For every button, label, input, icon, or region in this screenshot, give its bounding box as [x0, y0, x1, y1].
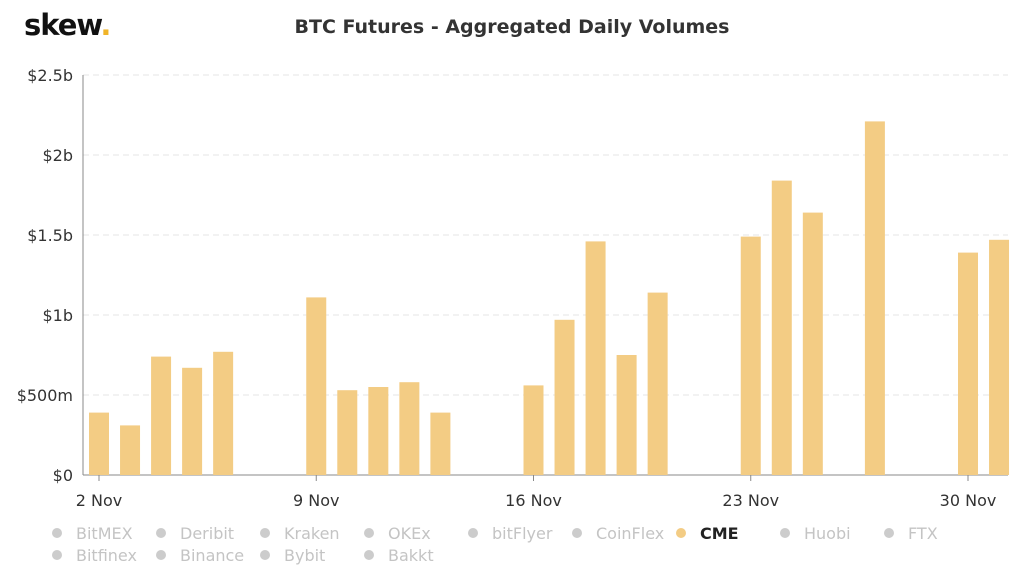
- legend-dot-icon: [364, 528, 374, 538]
- legend-item-cme[interactable]: CME: [672, 524, 776, 543]
- bar-cme: [523, 385, 544, 475]
- legend-dot-icon: [780, 528, 790, 538]
- legend-dot-icon: [260, 528, 270, 538]
- bar-cme: [554, 319, 575, 475]
- legend-dot-icon: [676, 528, 686, 538]
- legend-item-bitfinex[interactable]: Bitfinex: [48, 546, 152, 565]
- legend-label: Bakkt: [388, 545, 434, 565]
- y-tick-label: $2b: [42, 146, 73, 165]
- legend-item-okex[interactable]: OKEx: [360, 524, 464, 543]
- legend-label: OKEx: [388, 523, 431, 543]
- legend-label: Kraken: [284, 523, 340, 543]
- legend-row: Bitfinex Binance Bybit Bakkt: [48, 544, 1008, 566]
- bar-cme: [120, 425, 141, 475]
- legend-item-deribit[interactable]: Deribit: [152, 524, 256, 543]
- y-tick-label: $0: [53, 466, 73, 485]
- chart-title: BTC Futures - Aggregated Daily Volumes: [294, 16, 730, 38]
- y-tick-label: $1b: [42, 306, 73, 325]
- legend-dot-icon: [572, 528, 582, 538]
- bar-cme: [213, 351, 234, 475]
- legend-dot-icon: [468, 528, 478, 538]
- x-tick-label: 23 Nov: [722, 491, 779, 510]
- legend-label: CME: [700, 523, 739, 543]
- legend-dot-icon: [364, 550, 374, 560]
- legend-label: FTX: [908, 523, 938, 543]
- bar-cme: [151, 356, 172, 475]
- logo-dot: .: [100, 8, 111, 42]
- bar-cme: [337, 390, 358, 475]
- x-tick-label: 30 Nov: [940, 491, 997, 510]
- legend-label: CoinFlex: [596, 523, 665, 543]
- bar-cme: [864, 121, 885, 476]
- bar-cme: [958, 252, 978, 475]
- legend-label: Bitfinex: [76, 545, 137, 565]
- legend-dot-icon: [156, 550, 166, 560]
- bar-cme: [585, 241, 606, 475]
- legend-item-huobi[interactable]: Huobi: [776, 524, 880, 543]
- bar-cme: [802, 212, 823, 475]
- legend-label: BitMEX: [76, 523, 133, 543]
- legend-item-kraken[interactable]: Kraken: [256, 524, 360, 543]
- bar-cme: [182, 367, 203, 475]
- bar-cme: [430, 412, 451, 475]
- y-tick-label: $500m: [17, 386, 73, 405]
- legend-item-bybit[interactable]: Bybit: [256, 546, 360, 565]
- legend-label: Deribit: [180, 523, 235, 543]
- legend-dot-icon: [52, 528, 62, 538]
- logo-text: skew: [24, 8, 101, 42]
- bar-cme: [368, 387, 389, 475]
- legend-label: bitFlyer: [492, 523, 553, 543]
- legend-dot-icon: [156, 528, 166, 538]
- bar-cme: [989, 239, 1010, 475]
- skew-logo: skew.: [24, 8, 111, 42]
- legend-label: Bybit: [284, 545, 326, 565]
- x-tick-label: 16 Nov: [505, 491, 562, 510]
- legend-row: BitMEX Deribit Kraken OKEx bitFlyer CoinFlex C…: [48, 522, 1008, 544]
- x-tick-label: 9 Nov: [293, 491, 340, 510]
- bar-cme: [399, 382, 420, 475]
- legend-item-bakkt[interactable]: Bakkt: [360, 546, 464, 565]
- legend-item-coinflex[interactable]: CoinFlex: [568, 524, 672, 543]
- bar-cme: [771, 180, 792, 475]
- legend-label: Huobi: [804, 523, 851, 543]
- bar-cme: [740, 236, 761, 475]
- legend-dot-icon: [260, 550, 270, 560]
- legend-dot-icon: [884, 528, 894, 538]
- y-tick-label: $1.5b: [27, 226, 73, 245]
- y-tick-label: $2.5b: [27, 66, 73, 85]
- bar-cme: [89, 412, 109, 475]
- legend-item-ftx[interactable]: FTX: [880, 524, 984, 543]
- legend-item-bitflyer[interactable]: bitFlyer: [464, 524, 568, 543]
- legend-dot-icon: [52, 550, 62, 560]
- bar-cme: [616, 355, 637, 475]
- legend-item-binance[interactable]: Binance: [152, 546, 256, 565]
- bar-cme: [306, 297, 327, 475]
- x-tick-label: 2 Nov: [76, 491, 123, 510]
- legend-item-bitmex[interactable]: BitMEX: [48, 524, 152, 543]
- legend: BitMEX Deribit Kraken OKEx bitFlyer CoinFlex C…: [48, 522, 1008, 566]
- legend-label: Binance: [180, 545, 245, 565]
- bar-cme: [647, 292, 668, 475]
